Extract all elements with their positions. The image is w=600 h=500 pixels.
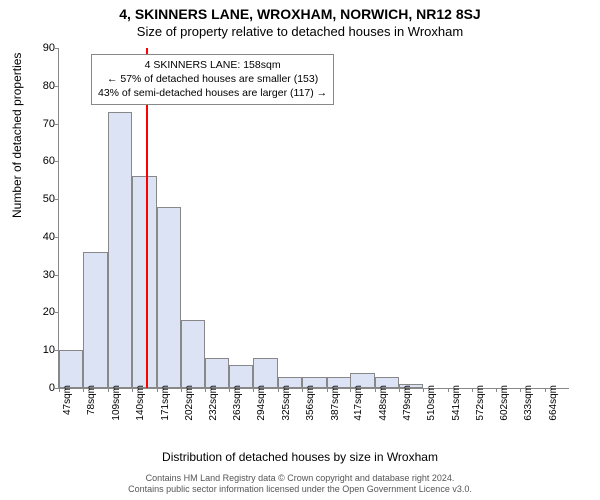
x-axis-label: Distribution of detached houses by size … bbox=[0, 450, 600, 464]
footer-line-2: Contains public sector information licen… bbox=[0, 484, 600, 496]
x-tick-label: 417sqm bbox=[353, 385, 364, 421]
histogram-bar bbox=[83, 252, 107, 388]
chart-subtitle: Size of property relative to detached ho… bbox=[0, 22, 600, 39]
x-tick-label: 448sqm bbox=[378, 385, 389, 421]
y-tick-label: 60 bbox=[25, 155, 55, 167]
y-tick-mark bbox=[55, 237, 59, 238]
y-tick-mark bbox=[55, 124, 59, 125]
x-tick-label: 263sqm bbox=[232, 385, 243, 421]
x-tick-mark bbox=[399, 388, 400, 392]
y-tick-label: 80 bbox=[25, 80, 55, 92]
x-tick-mark bbox=[496, 388, 497, 392]
x-tick-mark bbox=[327, 388, 328, 392]
x-tick-mark bbox=[132, 388, 133, 392]
x-tick-label: 602sqm bbox=[499, 385, 510, 421]
x-tick-mark bbox=[157, 388, 158, 392]
x-tick-mark bbox=[472, 388, 473, 392]
x-tick-mark bbox=[545, 388, 546, 392]
y-tick-label: 0 bbox=[25, 382, 55, 394]
x-tick-mark bbox=[205, 388, 206, 392]
y-tick-mark bbox=[55, 275, 59, 276]
x-tick-label: 232sqm bbox=[208, 385, 219, 421]
x-tick-label: 541sqm bbox=[451, 385, 462, 421]
histogram-bar bbox=[59, 350, 83, 388]
x-tick-label: 294sqm bbox=[256, 385, 267, 421]
x-tick-label: 387sqm bbox=[330, 385, 341, 421]
histogram-bar bbox=[132, 176, 156, 388]
x-tick-label: 479sqm bbox=[402, 385, 413, 421]
annotation-line-1: 4 SKINNERS LANE: 158sqm bbox=[98, 58, 327, 72]
x-tick-mark bbox=[302, 388, 303, 392]
x-tick-label: 78sqm bbox=[86, 385, 97, 415]
y-tick-mark bbox=[55, 199, 59, 200]
x-tick-mark bbox=[520, 388, 521, 392]
footer-attribution: Contains HM Land Registry data © Crown c… bbox=[0, 473, 600, 496]
x-tick-mark bbox=[108, 388, 109, 392]
footer-line-1: Contains HM Land Registry data © Crown c… bbox=[0, 473, 600, 485]
y-axis-label: Number of detached properties bbox=[10, 53, 24, 218]
x-tick-mark bbox=[350, 388, 351, 392]
chart-container: 4, SKINNERS LANE, WROXHAM, NORWICH, NR12… bbox=[0, 0, 600, 500]
y-tick-label: 50 bbox=[25, 193, 55, 205]
y-tick-label: 10 bbox=[25, 344, 55, 356]
histogram-bar bbox=[253, 358, 277, 388]
y-tick-mark bbox=[55, 161, 59, 162]
x-tick-label: 510sqm bbox=[426, 385, 437, 421]
histogram-bar bbox=[157, 207, 181, 388]
x-tick-label: 356sqm bbox=[305, 385, 316, 421]
y-tick-label: 30 bbox=[25, 269, 55, 281]
y-tick-mark bbox=[55, 86, 59, 87]
plot-area: 010203040506070809047sqm78sqm109sqm140sq… bbox=[58, 48, 569, 389]
annotation-box: 4 SKINNERS LANE: 158sqm← 57% of detached… bbox=[91, 54, 334, 105]
y-tick-mark bbox=[55, 312, 59, 313]
annotation-line-2: ← 57% of detached houses are smaller (15… bbox=[98, 72, 327, 86]
x-tick-label: 47sqm bbox=[62, 385, 73, 415]
y-tick-label: 20 bbox=[25, 306, 55, 318]
y-tick-label: 70 bbox=[25, 118, 55, 130]
x-tick-label: 202sqm bbox=[184, 385, 195, 421]
x-tick-label: 140sqm bbox=[135, 385, 146, 421]
x-tick-label: 572sqm bbox=[475, 385, 486, 421]
x-tick-mark bbox=[83, 388, 84, 392]
histogram-bar bbox=[108, 112, 132, 388]
x-tick-label: 664sqm bbox=[548, 385, 559, 421]
x-tick-label: 171sqm bbox=[160, 385, 171, 421]
y-tick-mark bbox=[55, 48, 59, 49]
x-tick-mark bbox=[253, 388, 254, 392]
y-tick-label: 90 bbox=[25, 42, 55, 54]
x-tick-mark bbox=[59, 388, 60, 392]
x-tick-mark bbox=[375, 388, 376, 392]
histogram-bar bbox=[181, 320, 205, 388]
chart-title: 4, SKINNERS LANE, WROXHAM, NORWICH, NR12… bbox=[0, 0, 600, 22]
x-tick-label: 325sqm bbox=[281, 385, 292, 421]
x-tick-mark bbox=[448, 388, 449, 392]
histogram-bar bbox=[205, 358, 229, 388]
x-tick-mark bbox=[229, 388, 230, 392]
x-tick-label: 109sqm bbox=[111, 385, 122, 421]
x-tick-mark bbox=[278, 388, 279, 392]
x-tick-mark bbox=[423, 388, 424, 392]
y-tick-label: 40 bbox=[25, 231, 55, 243]
x-tick-mark bbox=[181, 388, 182, 392]
annotation-line-3: 43% of semi-detached houses are larger (… bbox=[98, 86, 327, 100]
x-tick-label: 633sqm bbox=[523, 385, 534, 421]
